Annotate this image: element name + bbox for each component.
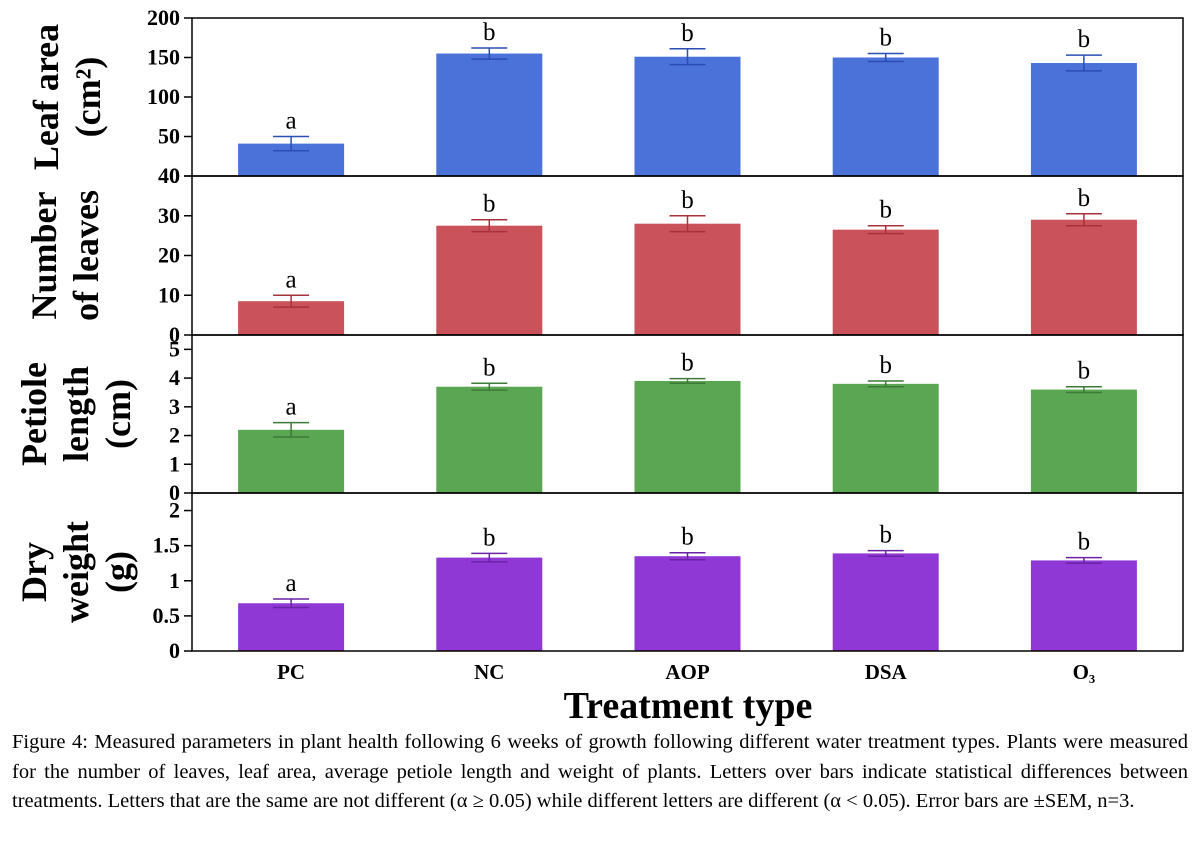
- bar-p4-2: [634, 556, 741, 651]
- ylabel-p2: Number of leaves: [24, 190, 106, 321]
- ytick-label-p2-2: 20: [158, 243, 180, 268]
- ylabel-p4-line-2: (g): [98, 551, 138, 593]
- x-axis-title: Treatment type: [564, 685, 813, 727]
- ylabel-p3-line-2: (cm): [98, 379, 138, 449]
- sig-letter-p3-2: b: [681, 350, 694, 377]
- category-label-1: NC: [474, 660, 504, 684]
- sig-letter-p1-4: b: [1078, 26, 1091, 53]
- bar-p3-1: [436, 386, 543, 493]
- bar-p3-4: [1030, 389, 1137, 493]
- sig-letter-p4-4: b: [1078, 529, 1091, 556]
- ylabel-p2-line-1: of leaves: [66, 190, 106, 321]
- ylabel-p2-line-0: Number: [24, 191, 64, 319]
- sig-letter-p4-0: a: [286, 570, 297, 597]
- ylabel-p1: Leaf area (cm²): [26, 24, 108, 170]
- bar-p2-4: [1030, 219, 1137, 335]
- bar-p4-3: [832, 553, 939, 651]
- sig-letter-p3-3: b: [879, 352, 892, 379]
- ytick-label-p3-2: 2: [169, 423, 180, 448]
- sig-letter-p2-4: b: [1078, 185, 1091, 212]
- bar-p2-1: [436, 225, 543, 335]
- ytick-label-p3-4: 4: [169, 365, 180, 390]
- bar-p3-2: [634, 380, 741, 493]
- ytick-label-p1-1: 50: [158, 124, 180, 149]
- ytick-label-p4-3: 1.5: [153, 533, 181, 558]
- ytick-label-p4-1: 0.5: [153, 603, 181, 628]
- ylabel-p4-line-1: weight: [56, 521, 96, 623]
- figure-caption: Figure 4: Measured parameters in plant h…: [12, 731, 1188, 812]
- bar-p3-3: [832, 383, 939, 493]
- ytick-label-p3-5: 5: [169, 336, 180, 361]
- ytick-label-p1-2: 100: [147, 84, 180, 109]
- sig-letter-p4-1: b: [483, 524, 496, 551]
- category-label-0: PC: [277, 660, 305, 684]
- ytick-label-p3-3: 3: [169, 394, 180, 419]
- panel-frame-4: [191, 492, 1184, 652]
- ytick-label-p4-4: 2: [169, 498, 180, 523]
- category-label-3: DSA: [865, 660, 908, 684]
- ylabel-p4-line-0: Dry: [14, 542, 54, 602]
- ytick-label-p1-3: 150: [147, 45, 180, 70]
- bar-p4-1: [436, 557, 543, 651]
- bar-p2-2: [634, 223, 741, 335]
- sig-letter-p1-1: b: [483, 19, 496, 46]
- ytick-label-p4-2: 1: [169, 568, 180, 593]
- bar-p1-1: [436, 53, 543, 176]
- sig-letter-p2-0: a: [286, 266, 297, 293]
- category-label-4: O₃: [1073, 660, 1096, 684]
- bar-p1-2: [634, 56, 741, 176]
- ytick-label-p1-4: 200: [147, 5, 180, 30]
- category-label-2: AOP: [665, 660, 710, 684]
- ylabel-p3: Petiole length (cm): [14, 362, 138, 466]
- sig-letter-p3-4: b: [1078, 358, 1091, 385]
- sig-letter-p4-3: b: [879, 522, 892, 549]
- ytick-label-p1-0: 0: [169, 163, 180, 188]
- sig-letter-p3-0: a: [286, 394, 297, 421]
- bar-p4-0: [238, 603, 345, 651]
- ylabel-p3-line-0: Petiole: [14, 362, 54, 466]
- sig-letter-p2-1: b: [483, 191, 496, 218]
- ylabel-p3-line-1: length: [56, 366, 96, 462]
- ytick-label-p2-0: 0: [169, 322, 180, 347]
- ylabel-p4: Dry weight (g): [14, 521, 138, 623]
- sig-letter-p2-3: b: [879, 197, 892, 224]
- sig-letter-p4-2: b: [681, 524, 694, 551]
- ytick-label-p3-1: 1: [169, 451, 180, 476]
- bar-p2-3: [832, 229, 939, 335]
- bar-p1-3: [832, 57, 939, 176]
- sig-letter-p3-1: b: [483, 354, 496, 381]
- ytick-label-p4-0: 0: [169, 638, 180, 663]
- bar-p4-4: [1030, 560, 1137, 651]
- ytick-label-p2-1: 10: [158, 282, 180, 307]
- sig-letter-p1-2: b: [681, 20, 694, 47]
- ylabel-p1-line-0: Leaf area: [26, 24, 66, 170]
- bar-p3-0: [238, 429, 345, 493]
- sig-letter-p2-2: b: [681, 187, 694, 214]
- ytick-label-p2-4: 40: [158, 163, 180, 188]
- ytick-label-p3-0: 0: [169, 480, 180, 505]
- sig-letter-p1-0: a: [286, 108, 297, 135]
- sig-letter-p1-3: b: [879, 25, 892, 52]
- ytick-label-p2-3: 30: [158, 203, 180, 228]
- bar-p1-4: [1030, 63, 1137, 176]
- ylabel-p1-line-1: (cm²): [68, 57, 108, 138]
